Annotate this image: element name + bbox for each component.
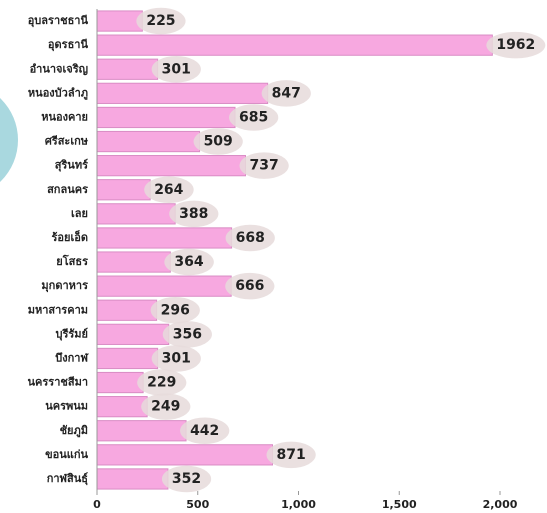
- data-label: 356: [173, 326, 202, 342]
- y-tick-label: เลย: [71, 207, 88, 220]
- bar: [96, 203, 176, 225]
- label-bubble: [144, 176, 194, 204]
- y-tick-label: มุกดาหาร: [41, 279, 88, 293]
- y-tick-label: ร้อยเอ็ด: [52, 230, 88, 244]
- y-tick-label: นครราชสีมา: [28, 376, 88, 389]
- label-bubble: [136, 7, 186, 35]
- label-bubble: [229, 104, 279, 131]
- bar: [96, 34, 493, 56]
- label-bubble: [225, 272, 275, 300]
- y-tick-label: ยโสธร: [56, 254, 88, 268]
- label-bubble: [151, 55, 201, 83]
- label-bubble: [161, 465, 212, 493]
- bar: [96, 444, 274, 466]
- label-bubble: [486, 31, 546, 59]
- y-tick-label: อุดรธานี: [48, 38, 89, 52]
- data-label: 847: [272, 85, 301, 101]
- data-label: 685: [239, 109, 268, 125]
- label-bubble: [180, 417, 230, 445]
- bar: [96, 106, 236, 129]
- y-tick-label: บุรีรัมย์: [56, 327, 89, 341]
- y-tick-label: สุรินทร์: [55, 159, 88, 173]
- y-tick-label: ศรีสะเกษ: [45, 135, 89, 148]
- data-label: 871: [277, 447, 306, 463]
- bar: [96, 420, 187, 442]
- y-tick-label: กาฬสินธุ์: [47, 472, 89, 486]
- decoration: [0, 98, 18, 182]
- data-label: 442: [190, 423, 219, 439]
- data-label: 1962: [496, 37, 535, 53]
- bar: [96, 58, 159, 80]
- y-tick-label: อุบลราชธานี: [28, 14, 89, 28]
- x-tick-label: 500: [186, 498, 209, 511]
- y-tick-label: ขอนแก่น: [45, 448, 88, 461]
- label-bubble: [141, 393, 191, 420]
- x-tick-label: 1,500: [382, 498, 417, 511]
- x-tick-label: 0: [93, 498, 101, 511]
- bar: [96, 155, 247, 177]
- label-bubble: [225, 224, 275, 252]
- data-label: 296: [161, 302, 190, 318]
- bar: [96, 347, 159, 370]
- data-label: 668: [236, 230, 265, 246]
- bar: [96, 323, 170, 345]
- bar: [96, 396, 148, 418]
- bar: [96, 130, 201, 153]
- data-label: 225: [146, 13, 175, 29]
- label-bubble: [193, 128, 243, 155]
- data-label: 301: [162, 61, 191, 77]
- y-tick-label: หนองคาย: [41, 110, 88, 123]
- x-tick-label: 2,000: [483, 498, 518, 511]
- label-bubble: [164, 248, 214, 276]
- bar: [96, 371, 144, 394]
- bar: [96, 179, 151, 201]
- y-tick-label: สกลนคร: [47, 183, 88, 196]
- bar: [96, 468, 169, 490]
- label-bubble: [266, 441, 316, 469]
- data-label: 509: [204, 134, 233, 150]
- y-tick-label: บึงกาฬ: [55, 351, 89, 364]
- bar: [96, 251, 171, 273]
- label-bubble: [239, 152, 289, 179]
- label-bubble: [261, 80, 311, 107]
- label-bubble: [151, 345, 201, 372]
- data-label: 737: [250, 158, 279, 174]
- y-tick-label: หนองบัวลำภู: [28, 86, 88, 100]
- data-label: 249: [151, 399, 180, 415]
- data-label: 388: [179, 206, 208, 222]
- bar: [96, 82, 269, 104]
- y-tick-label: ชัยภูมิ: [60, 424, 88, 438]
- bar: [96, 275, 232, 297]
- data-label: 264: [154, 182, 183, 198]
- y-tick-label: มหาสารคาม: [28, 303, 88, 316]
- label-bubble: [162, 321, 212, 348]
- y-tick-label: อำนาจเจริญ: [30, 62, 88, 75]
- bar: [96, 10, 143, 32]
- x-tick-label: 1,000: [281, 498, 316, 511]
- label-bubble: [150, 296, 200, 324]
- y-tick-label: นครพนม: [45, 400, 88, 413]
- label-bubble: [169, 200, 219, 228]
- bar: [96, 227, 233, 249]
- data-label: 229: [147, 375, 176, 391]
- bar: [96, 299, 158, 321]
- data-label: 352: [172, 471, 201, 487]
- data-label: 301: [162, 350, 191, 366]
- data-label: 364: [174, 254, 203, 270]
- label-bubble: [137, 369, 187, 396]
- data-label: 666: [235, 278, 264, 294]
